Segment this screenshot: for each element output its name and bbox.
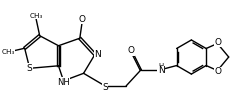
- Text: S: S: [27, 64, 33, 73]
- Text: O: O: [215, 38, 222, 47]
- Text: O: O: [128, 46, 135, 55]
- Text: N: N: [158, 66, 165, 75]
- Text: NH: NH: [57, 78, 70, 87]
- Text: O: O: [79, 15, 86, 24]
- Text: N: N: [95, 50, 101, 59]
- Text: CH₃: CH₃: [29, 13, 43, 19]
- Text: H: H: [159, 63, 164, 69]
- Text: S: S: [102, 83, 108, 92]
- Text: CH₃: CH₃: [2, 49, 15, 55]
- Text: O: O: [215, 67, 222, 76]
